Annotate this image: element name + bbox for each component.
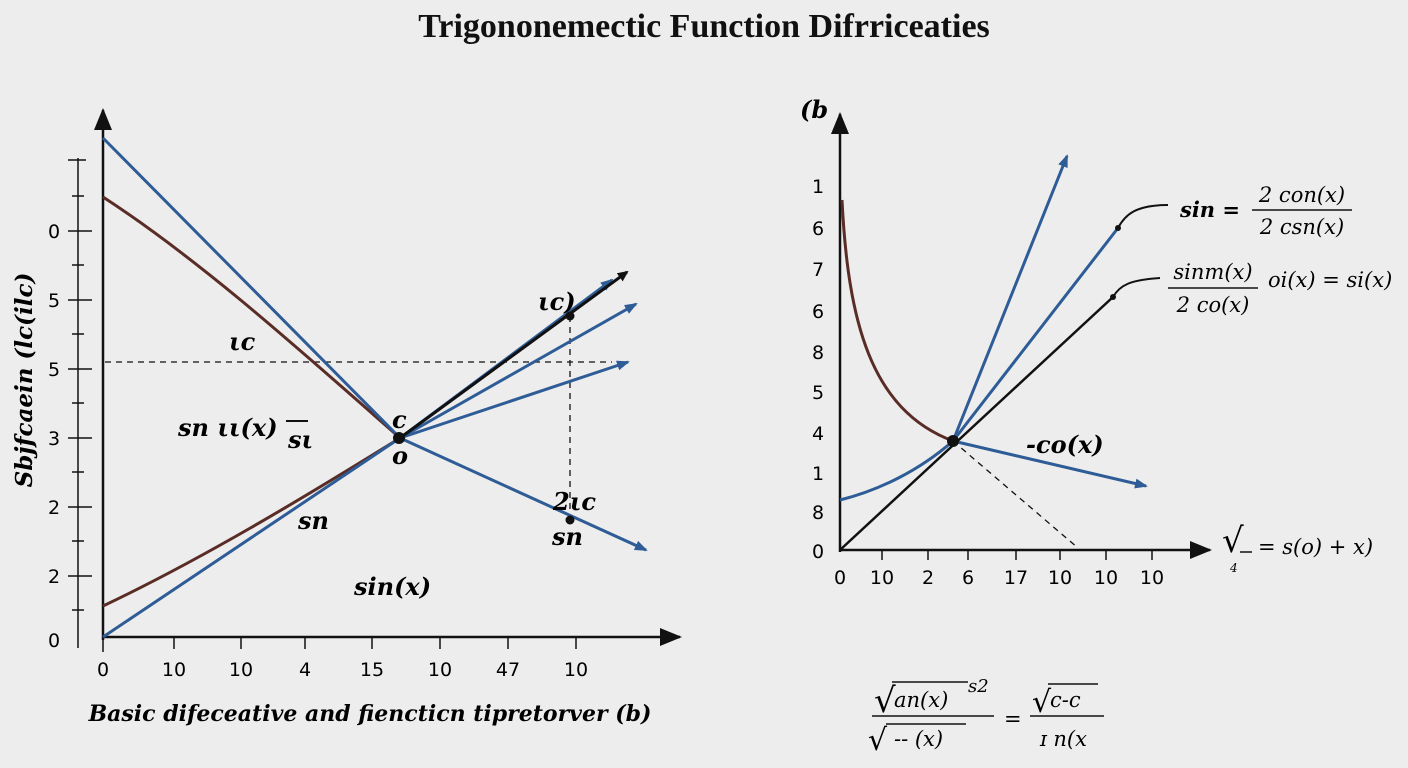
brown-decay-curve	[840, 199, 954, 443]
formula1-denominator: 2 csn(x)	[1259, 215, 1344, 239]
center-point	[393, 432, 405, 444]
right-xtick-label: 10	[1094, 567, 1118, 589]
connector-formula1	[1117, 204, 1169, 229]
right-xtick-label: 0	[834, 567, 846, 589]
right-ytick-label: 1	[812, 463, 824, 485]
left-y-axis-label: Sbjfcaein (lc(ilc)	[11, 273, 38, 488]
left-x-axis-label: Basic difeceative and fiencticn tipretor…	[88, 701, 652, 727]
black-diagonal-line	[839, 296, 1114, 551]
left-xtick-label: 10	[428, 659, 452, 681]
formula2-denominator: 2 co(x)	[1176, 293, 1250, 317]
axis-formula-sub: 4	[1229, 561, 1238, 575]
label-si-frac: sι	[287, 425, 313, 454]
bottom-right-denominator: ɪ n(x	[1039, 727, 1087, 751]
label-c: c	[392, 405, 407, 434]
label-2ic: 2ιc	[552, 487, 596, 516]
right-xtick-label: 10	[1048, 567, 1072, 589]
bottom-left-numerator: an(x)	[894, 688, 948, 712]
left-panel: 0 5 5 3 2 2 0 0 10 10 4 15 10 47 10 Sbjf…	[11, 108, 682, 727]
point-bottom-right	[565, 515, 575, 525]
left-xtick-label: 10	[162, 659, 186, 681]
right-ytick-label: 4	[812, 423, 824, 445]
formula2-rhs: oi(x) = si(x)	[1268, 268, 1392, 292]
blue-line-descending	[101, 136, 402, 440]
bottom-left-denominator: -- (x)	[894, 727, 943, 751]
label-sn-right: sn	[551, 522, 583, 551]
right-ytick-label: 7	[812, 259, 824, 281]
label-ic: ιc	[229, 327, 256, 356]
tangent-point	[947, 435, 959, 447]
formula1-numerator: 2 con(x)	[1258, 183, 1345, 207]
right-ytick-label: 0	[812, 541, 824, 563]
right-panel-label: (b	[800, 95, 828, 124]
axis-formula-rhs: = s(o) + x)	[1258, 535, 1373, 559]
axis-formula-sqrt: √	[1222, 521, 1244, 561]
right-ytick-label: 8	[812, 342, 824, 364]
right-xtick-label: 10	[870, 567, 894, 589]
connector-formula2	[1112, 277, 1161, 298]
bottom-sqrt-right: √	[1032, 685, 1052, 720]
label-sn-lower: sn	[297, 506, 329, 535]
left-x-minor-ticks	[102, 637, 577, 652]
left-ytick-label: 5	[48, 359, 60, 381]
left-ytick-label: 2	[48, 566, 60, 588]
left-ytick-label: 2	[48, 497, 60, 519]
label-sn-ic: sn ιι(x)	[177, 413, 278, 442]
left-ytick-label: 0	[48, 221, 60, 243]
blue-curve-lower	[839, 439, 954, 502]
bottom-sqrt-top: √	[874, 681, 896, 721]
right-xtick-label: 17	[1004, 567, 1028, 589]
bottom-right-numerator: c-c	[1050, 688, 1081, 712]
left-y-minor-ticks	[68, 159, 92, 611]
right-xtick-label: 10	[1140, 567, 1164, 589]
label-ic-top: ιc)	[538, 287, 576, 316]
left-xtick-label: 10	[229, 659, 253, 681]
blue-arrow-steep	[951, 154, 1069, 442]
right-ytick-label: 8	[812, 502, 824, 524]
bottom-equals: =	[1004, 707, 1022, 731]
left-ytick-label: 5	[48, 290, 60, 312]
blue-arrow-neg-co	[952, 439, 1148, 489]
right-ytick-label: 6	[812, 218, 824, 240]
right-ytick-label: 6	[812, 301, 824, 323]
left-xtick-label: 4	[299, 659, 311, 681]
label-neg-co: -co(x)	[1026, 430, 1104, 459]
dot-formula2	[1110, 294, 1116, 300]
right-xtick-label: 2	[922, 567, 934, 589]
diagram-title: Trigononemectic Function Difrricеaties	[418, 8, 990, 45]
right-x-minor-ticks	[881, 550, 1153, 560]
bottom-formula: √ an(x) s2 √ -- (x) = √ c-c ɪ n(x	[868, 676, 1104, 758]
label-sin-x: sin(x)	[353, 572, 431, 601]
left-xtick-label: 10	[564, 659, 588, 681]
left-xtick-label: 15	[360, 659, 384, 681]
blue-arrow-down	[399, 436, 648, 552]
dashed-guide-right	[952, 440, 1079, 549]
point-top-right	[565, 311, 575, 321]
bottom-superscript: s2	[968, 676, 989, 697]
left-ytick-label: 3	[48, 428, 60, 450]
left-xtick-label: 0	[97, 659, 109, 681]
blue-line-to-dot	[951, 227, 1120, 442]
brown-curve-upper	[102, 195, 401, 440]
brown-curve-lower	[102, 436, 401, 608]
left-ytick-label: 0	[48, 630, 60, 652]
bottom-sqrt-bottom: √	[868, 723, 888, 758]
formula2-numerator: sinm(x)	[1173, 260, 1252, 284]
right-ytick-label: 5	[812, 382, 824, 404]
dot-formula1	[1115, 225, 1121, 231]
right-ytick-label: 1	[812, 176, 824, 198]
label-o: o	[392, 441, 408, 470]
left-xtick-label: 47	[496, 659, 520, 681]
formula1-lhs: sin =	[1179, 197, 1240, 222]
blue-arrow-low	[399, 360, 630, 440]
right-panel: (b 1 6 7 6 8 5 4 1 8 0 0 10 2 6 17 10 10…	[800, 95, 1392, 589]
black-arrow-tangent	[399, 270, 629, 440]
blue-line-ascending	[102, 436, 401, 639]
right-xtick-label: 6	[962, 567, 974, 589]
blue-arrow-mid	[399, 302, 638, 440]
